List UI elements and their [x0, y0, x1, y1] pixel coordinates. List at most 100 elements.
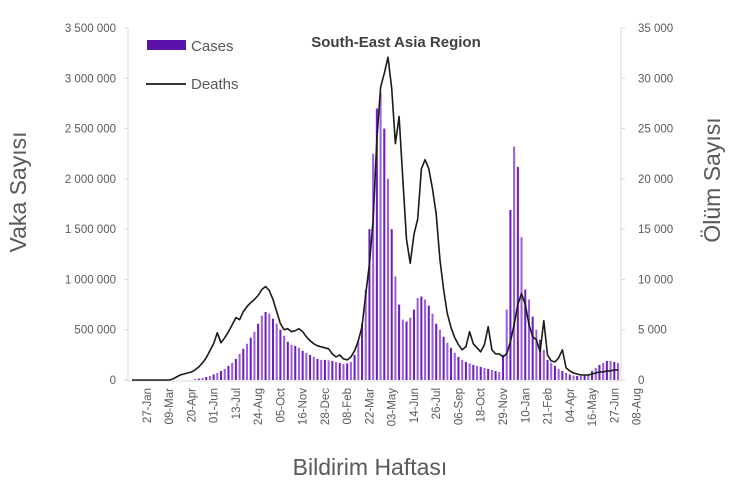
x-tick-label: 26-Jul [431, 388, 443, 419]
cases-bar [509, 210, 512, 380]
cases-bar [539, 339, 542, 380]
cases-bar [309, 354, 312, 380]
legend-cases-swatch [147, 40, 186, 50]
cases-bar [301, 350, 304, 380]
cases-bar [205, 376, 208, 380]
x-tick-label: 16-May [587, 388, 599, 427]
x-tick-label: 22-Mar [364, 388, 376, 425]
cases-bar [464, 361, 467, 380]
y-axis-title: Vaka Sayısı [5, 131, 31, 252]
cases-bar [487, 368, 490, 380]
x-tick-label: 08-Feb [342, 388, 354, 424]
cases-bar [342, 363, 345, 380]
cases-bar [420, 296, 423, 380]
cases-bar [435, 323, 438, 380]
cases-bar [305, 352, 308, 380]
cases-bar [253, 331, 256, 380]
cases-bar [565, 372, 568, 380]
cases-bar [450, 347, 453, 380]
x-tick-label: 14-Jun [409, 388, 421, 423]
cases-bar [379, 92, 382, 380]
cases-bar [490, 369, 493, 380]
cases-bar [431, 313, 434, 380]
cases-bar [271, 318, 274, 380]
x-tick-label: 29-Nov [498, 388, 510, 425]
cases-bar [383, 128, 386, 380]
cases-bar [438, 329, 441, 380]
x-axis-ticks: 27-Jan 09-Mar 20-Apr 01-Jun 13-Jul 24-Aug 05-O… [142, 387, 644, 426]
cases-bar [531, 316, 534, 380]
cases-bar [542, 349, 545, 380]
cases-bar [268, 313, 271, 380]
cases-bar [260, 315, 263, 380]
cases-bar [427, 305, 430, 380]
cases-bar [453, 352, 456, 380]
cases-bars [194, 92, 620, 380]
y-tick-label: 2 500 000 [65, 124, 116, 136]
cases-bar [323, 359, 326, 380]
cases-bar [416, 298, 419, 380]
x-tick-label: 28-Dec [320, 388, 332, 425]
cases-bar [283, 335, 286, 380]
cases-bar [583, 375, 586, 380]
cases-bar [335, 361, 338, 380]
x-tick-label: 08-Aug [632, 388, 644, 425]
cases-bar [591, 370, 594, 380]
x-tick-label: 03-May [387, 388, 399, 427]
x-tick-label: 01-Jun [209, 388, 221, 423]
cases-bar [242, 348, 245, 380]
cases-bar [576, 375, 579, 380]
cases-bar [372, 153, 375, 380]
cases-bar [208, 375, 211, 380]
cases-bar [346, 363, 349, 380]
cases-bar [320, 359, 323, 380]
cases-bar [386, 178, 390, 380]
deaths-line [132, 56, 618, 381]
cases-bar [286, 341, 289, 380]
cases-bar [394, 276, 397, 380]
cases-bar [338, 362, 341, 380]
cases-bar [360, 323, 364, 380]
cases-bar [290, 344, 293, 380]
cases-bar [587, 373, 590, 380]
cases-bar [409, 317, 412, 380]
cases-bar [249, 337, 252, 380]
cases-bar [412, 309, 415, 380]
cases-bar [472, 364, 475, 380]
cases-bar [561, 370, 564, 380]
cases-bar [398, 304, 401, 380]
y2-axis-title: Ölüm Sayısı [699, 117, 725, 242]
cases-bar [331, 360, 334, 380]
cases-bar [568, 374, 571, 380]
x-tick-label: 13-Jul [231, 388, 243, 419]
cases-bar [257, 323, 260, 380]
y2-tick-label: 5 000 [638, 325, 667, 337]
legend-cases-label: Cases [191, 38, 234, 55]
cases-bar [275, 323, 278, 380]
cases-bar [231, 362, 234, 380]
x-tick-label: 18-Oct [476, 387, 488, 422]
cases-bar [524, 289, 527, 380]
cases-bar [401, 319, 404, 380]
cases-bar [216, 372, 219, 380]
cases-bar [405, 321, 408, 380]
cases-bar [579, 375, 582, 380]
cases-bar [390, 229, 393, 380]
legend: Cases Deaths [146, 38, 239, 93]
cases-bar [234, 358, 237, 380]
x-tick-label: 27-Jan [142, 388, 154, 423]
y2-tick-label: 30 000 [638, 73, 673, 85]
y2-tick-label: 20 000 [638, 174, 673, 186]
cases-bar [494, 370, 497, 380]
cases-bar [294, 345, 297, 380]
cases-bar [220, 370, 223, 380]
cases-bar [476, 365, 479, 380]
cases-bar [546, 359, 549, 380]
axes [127, 28, 622, 382]
y-tick-label: 500 000 [74, 325, 116, 337]
y2-tick-label: 35 000 [638, 23, 673, 35]
cases-bar [327, 360, 330, 380]
y2-tick-label: 10 000 [638, 274, 673, 286]
cases-bar [245, 343, 249, 380]
